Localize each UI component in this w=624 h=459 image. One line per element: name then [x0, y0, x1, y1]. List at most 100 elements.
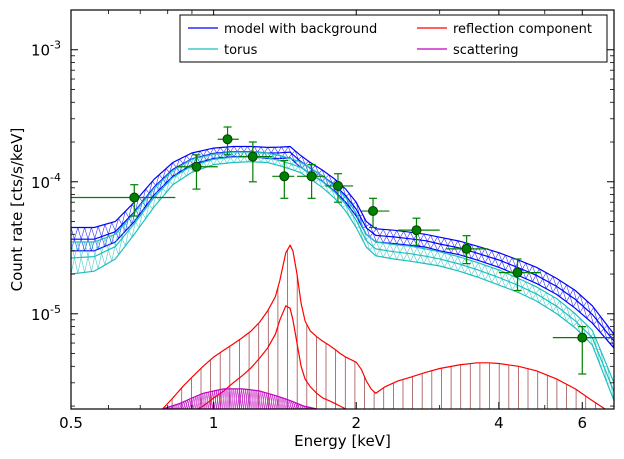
band-hatch-scattering	[256, 390, 260, 409]
band-hatch-scattering	[210, 391, 213, 409]
data-point	[552, 326, 614, 375]
series-torus	[71, 151, 614, 401]
x-axis-label: Energy [keV]	[294, 432, 391, 450]
data-marker	[512, 267, 523, 278]
band-hatch-scattering	[270, 394, 273, 409]
band-hatch-scattering	[283, 398, 287, 409]
band-hatch-scattering	[239, 388, 242, 409]
axis-ticks: 0.5 1 2 4 6 10-5 10-4 10-3	[31, 9, 615, 432]
data-point	[217, 126, 239, 156]
data-point	[272, 159, 295, 199]
band-hatch-scattering	[291, 401, 294, 409]
x-tick-label: 6	[578, 414, 588, 432]
band-hatch-scattering	[173, 405, 177, 409]
band-hatch-scattering	[177, 403, 181, 409]
band-hatch-scattering	[214, 390, 217, 409]
band-hatch-scattering	[252, 390, 256, 409]
data-point	[325, 173, 354, 203]
band-hatch-scattering	[218, 389, 221, 409]
band-hatch-torus	[91, 241, 99, 270]
series-reflection-lower-line	[196, 304, 347, 409]
series-reflection	[162, 244, 606, 409]
band-hatch-scattering	[175, 404, 179, 409]
band-hatch-scattering	[285, 399, 289, 409]
band-hatch-scattering	[183, 401, 186, 409]
band-hatch-scattering	[235, 388, 238, 409]
band-hatch-scattering	[254, 390, 258, 409]
band-hatch-scattering	[227, 388, 231, 409]
data-marker	[191, 161, 202, 172]
band-hatch-scattering	[248, 389, 252, 409]
data-marker	[577, 332, 588, 343]
data-point	[297, 164, 326, 199]
series-torus-upper-line	[71, 151, 614, 384]
x-tick-label: 2	[351, 414, 361, 432]
band-hatch-scattering	[185, 400, 188, 409]
band-hatch-scattering	[225, 388, 229, 409]
band-hatch-scattering	[233, 388, 236, 409]
legend-label-torus: torus	[224, 43, 258, 58]
data-point	[177, 154, 218, 190]
band-hatch-scattering	[196, 395, 200, 409]
plot-area	[71, 10, 614, 409]
data-marker	[461, 243, 472, 254]
band-hatch-scattering	[245, 389, 248, 409]
band-hatch-scattering	[272, 394, 275, 409]
band-hatch-scattering	[281, 397, 285, 409]
legend-entry-model: model with background	[188, 22, 377, 37]
band-hatch-scattering	[260, 391, 263, 409]
band-hatch-scattering	[181, 402, 184, 409]
legend: model with background torus reflection c…	[179, 14, 608, 63]
band-hatch-scattering	[189, 399, 192, 409]
band-hatch-torus	[111, 235, 119, 255]
plot-frame	[70, 9, 615, 410]
band-hatch-scattering	[289, 400, 292, 409]
band-hatch-scattering	[202, 393, 206, 409]
band-hatch-scattering	[195, 396, 198, 409]
data-point	[238, 141, 273, 183]
data-point	[498, 258, 541, 292]
band-hatch-scattering	[221, 389, 225, 409]
data-marker	[129, 192, 140, 203]
data-marker	[411, 225, 422, 236]
band-hatch-scattering	[198, 394, 202, 409]
x-tick-label: 0.5	[59, 414, 83, 432]
series-torus-best-line	[71, 156, 614, 392]
band-hatch-scattering	[258, 390, 262, 409]
band-hatch-scattering	[187, 399, 190, 409]
data-point	[361, 197, 390, 229]
data-points-layer	[71, 126, 614, 375]
band-hatch-scattering	[191, 398, 194, 409]
legend-label-model: model with background	[224, 22, 377, 37]
y-axis-label: Count rate [cts/s/keV]	[8, 128, 26, 292]
band-hatch-scattering	[274, 395, 277, 409]
data-marker	[368, 206, 378, 216]
band-hatch-scattering	[279, 397, 283, 409]
band-hatch-scattering	[193, 397, 196, 409]
band-hatch-scattering	[250, 389, 254, 409]
band-hatch-scattering	[204, 392, 208, 409]
y-tick-label: 10-4	[31, 171, 61, 192]
band-hatch-scattering	[277, 396, 281, 409]
y-tick-label: 10-5	[31, 303, 61, 324]
data-point	[446, 235, 489, 265]
data-marker	[306, 171, 317, 182]
band-hatch-scattering	[212, 391, 215, 409]
band-hatch-scattering	[220, 389, 223, 409]
legend-entry-scattering: scattering	[417, 43, 519, 58]
band-hatch-scattering	[287, 399, 290, 409]
series-reflection-upper-line	[162, 244, 606, 409]
band-hatch-scattering	[231, 388, 235, 409]
band-hatch-scattering	[223, 388, 227, 409]
band-hatch-scattering	[293, 401, 296, 409]
band-hatch-scattering	[216, 390, 219, 409]
data-point	[71, 184, 176, 217]
band-hatch-scattering	[200, 394, 204, 409]
legend-label-scattering: scattering	[453, 43, 519, 58]
band-hatch-torus	[362, 227, 370, 251]
x-tick-label: 1	[209, 414, 219, 432]
band-hatch-scattering	[266, 392, 269, 409]
data-point	[398, 217, 440, 246]
data-marker	[247, 151, 258, 162]
